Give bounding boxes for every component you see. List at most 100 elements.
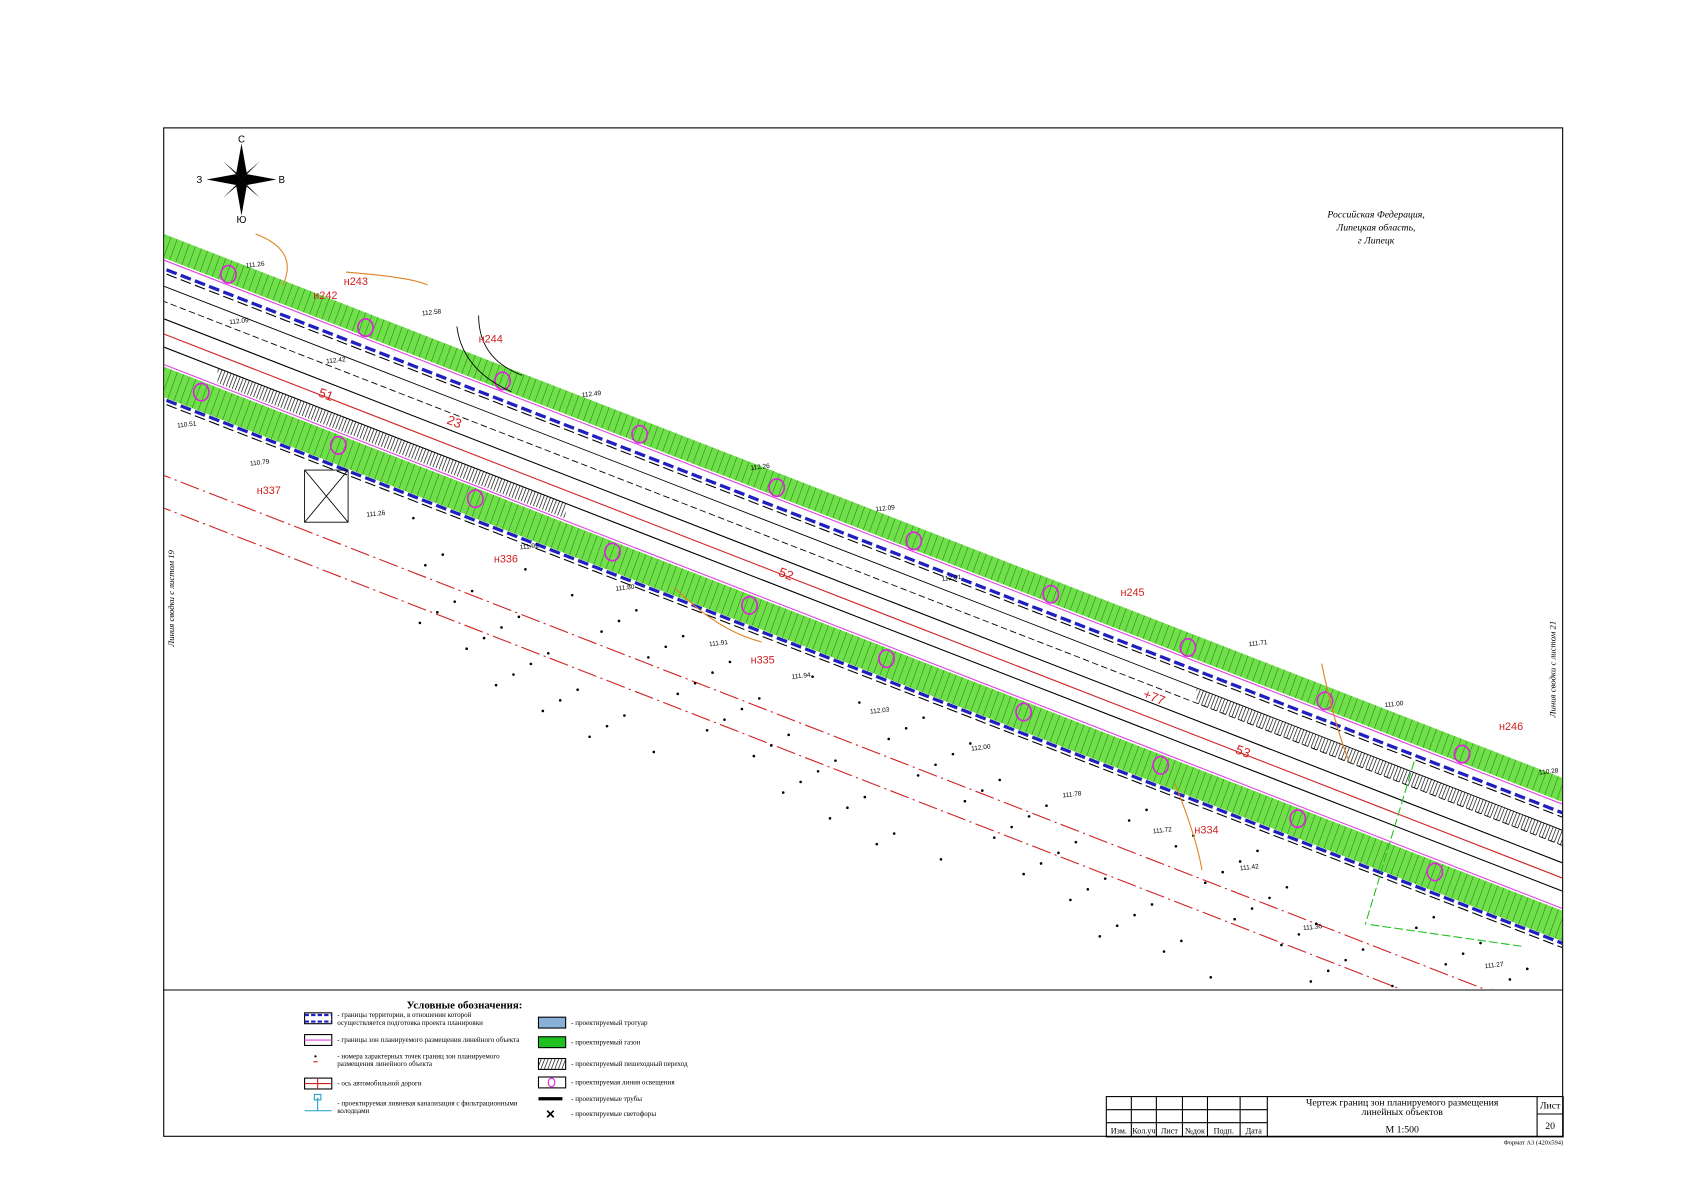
survey-point <box>1127 819 1131 822</box>
survey-point <box>1209 976 1213 979</box>
legend-symbol <box>547 1077 556 1088</box>
lighting-pole <box>1152 755 1170 775</box>
survey-point <box>435 610 439 614</box>
lighting-pole <box>905 531 923 551</box>
survey-point <box>757 697 761 700</box>
survey-point <box>1203 881 1207 885</box>
elevation-label: 112.09 <box>229 317 249 326</box>
road-line <box>164 301 1563 846</box>
survey-point <box>769 744 773 747</box>
lighting-pole <box>1316 691 1334 711</box>
title-block: Чертеж границ зон планируемого размещени… <box>1105 1096 1564 1146</box>
lighting-pole <box>604 542 621 562</box>
elevation-label: 111.36 <box>1303 923 1323 932</box>
elevation-label: 110.79 <box>250 458 270 467</box>
survey-point <box>863 795 867 799</box>
frame <box>163 127 1564 1137</box>
legend-symbol <box>537 1036 567 1049</box>
elevation-label: 111.80 <box>615 584 635 593</box>
elevation-label: 112.03 <box>870 707 890 716</box>
survey-point <box>934 763 937 767</box>
survey-point <box>424 563 427 567</box>
lighting-pole <box>220 264 237 284</box>
road-axis <box>164 333 1563 879</box>
lighting-pole <box>192 382 210 402</box>
survey-point <box>1086 887 1090 891</box>
survey-point <box>512 673 515 676</box>
road-edge <box>164 285 1563 831</box>
survey-point <box>1415 926 1418 930</box>
territory-boundary <box>164 267 1563 815</box>
survey-point <box>1525 967 1529 971</box>
survey-point <box>816 769 820 773</box>
boundary-point-label: н336 <box>494 553 518 565</box>
side-road <box>456 315 523 393</box>
survey-point <box>705 728 709 732</box>
survey-point <box>1361 948 1365 951</box>
legend-item: - ось автомобильной дороги <box>337 1080 422 1088</box>
legend-symbol <box>537 1057 567 1070</box>
compass-south: Ю <box>237 215 247 226</box>
hatched-slope <box>217 367 566 519</box>
survey-point <box>1069 898 1072 902</box>
legend-item: - проектируемый пешеходный переход <box>571 1060 688 1068</box>
legend-title: Условные обозначения: <box>407 999 523 1011</box>
survey-point <box>1268 896 1271 900</box>
elevation-label: 110.51 <box>177 420 197 429</box>
survey-point <box>799 780 802 784</box>
elevation-label: 111.71 <box>1248 639 1268 648</box>
survey-point <box>1314 922 1318 926</box>
survey-point <box>846 806 849 810</box>
legend-symbol <box>546 1110 555 1118</box>
legend-item: - проектируемая линия освещения <box>571 1079 675 1087</box>
survey-point <box>1256 849 1259 853</box>
survey-point <box>517 615 521 619</box>
lighting-pole <box>494 371 512 391</box>
survey-point <box>728 660 732 664</box>
survey-point <box>1103 877 1107 880</box>
sheet-format: Формат А3 (420х594) <box>1504 1139 1564 1146</box>
elevation-label: 110.28 <box>1539 767 1559 776</box>
survey-point <box>681 634 685 638</box>
legend-item: - проектируемый газон <box>571 1038 640 1046</box>
legend-symbol <box>304 1012 333 1025</box>
red-line <box>164 475 1486 989</box>
survey-point <box>600 630 603 633</box>
survey-point <box>470 589 474 593</box>
survey-point <box>441 553 445 556</box>
survey-point <box>1145 808 1148 812</box>
lighting-pole <box>768 478 786 498</box>
elevation-label: 111.72 <box>1153 826 1173 835</box>
elevation-label: 111.78 <box>1062 790 1082 799</box>
survey-point <box>1045 804 1048 808</box>
legend-symbol <box>314 1055 317 1058</box>
survey-point <box>969 742 972 745</box>
survey-point <box>558 699 562 702</box>
elevation-label: 111.92 <box>519 542 539 551</box>
elevation-label: 112.09 <box>875 504 895 513</box>
survey-point <box>752 754 756 758</box>
survey-point <box>998 778 1002 782</box>
survey-point <box>1057 851 1060 855</box>
survey-point <box>1250 907 1254 910</box>
survey-point <box>811 675 814 678</box>
legend-item: - проектируемый тротуар <box>571 1019 648 1027</box>
survey-point <box>980 789 984 792</box>
survey-point <box>781 791 785 794</box>
survey-point <box>453 600 457 603</box>
location-line: Российская Федерация, <box>1326 210 1424 221</box>
territory-boundary <box>164 403 1563 949</box>
survey-point <box>1391 984 1394 988</box>
territory-boundary <box>164 397 1563 945</box>
survey-point <box>1444 962 1448 966</box>
survey-point <box>1344 958 1347 962</box>
compass-rose <box>206 143 277 216</box>
column-header: Дата <box>1246 1127 1263 1136</box>
survey-point <box>904 727 908 730</box>
compass-north: С <box>238 135 245 146</box>
survey-point <box>588 735 591 739</box>
location-line: г Липецк <box>1358 236 1395 247</box>
survey-point <box>828 817 832 820</box>
legend-item: - границы зон планируемого размещения ли… <box>337 1036 520 1044</box>
